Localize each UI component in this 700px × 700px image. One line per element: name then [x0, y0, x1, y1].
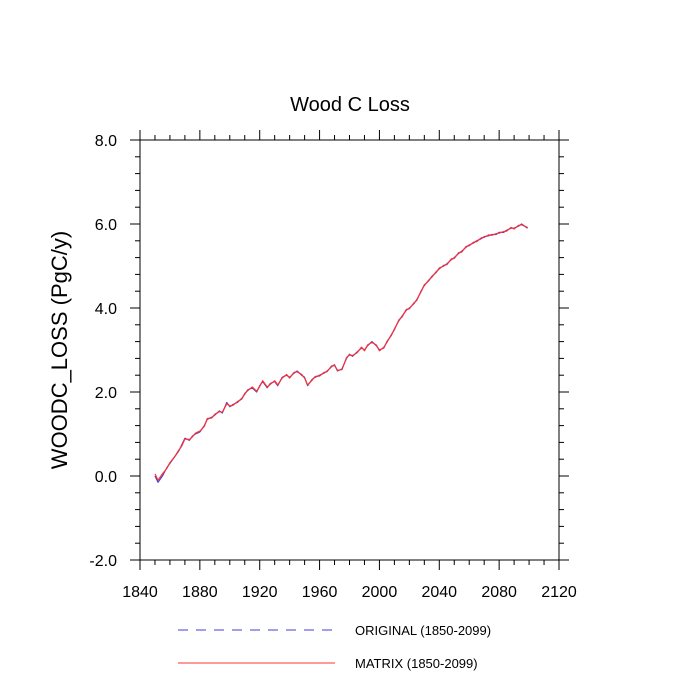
y-tick-label: 8.0	[95, 133, 117, 150]
x-tick-label: 2000	[362, 584, 398, 601]
minor-ticks	[135, 135, 564, 565]
x-tick-label: 1920	[242, 584, 278, 601]
chart-title: Wood C Loss	[290, 94, 410, 116]
y-tick-labels: -2.0 0.0 2.0 4.0 6.0 8.0	[89, 133, 117, 570]
legend-label-matrix: MATRIX (1850-2099)	[355, 656, 478, 671]
series-line-original	[154, 223, 528, 483]
x-tick-labels: 1840 1880 1920 1960 2000 2040 2080 2120	[122, 584, 577, 601]
x-tick-label: 2120	[541, 584, 577, 601]
y-tick-label: -2.0	[89, 553, 117, 570]
legend: ORIGINAL (1850-2099) MATRIX (1850-2099)	[178, 623, 491, 671]
x-tick-label: 2040	[421, 584, 457, 601]
y-tick-label: 0.0	[95, 469, 117, 486]
plot-frame	[139, 139, 560, 561]
series-lines	[154, 223, 528, 483]
y-axis-label: WOODC_LOSS (PgC/y)	[47, 231, 72, 469]
legend-label-original: ORIGINAL (1850-2099)	[355, 623, 491, 638]
x-tick-label: 1880	[182, 584, 218, 601]
y-tick-label: 6.0	[95, 217, 117, 234]
y-tick-label: 4.0	[95, 301, 117, 318]
x-tick-label: 1840	[122, 584, 158, 601]
y-tick-label: 2.0	[95, 385, 117, 402]
major-ticks	[130, 130, 569, 570]
x-tick-label: 2080	[481, 584, 517, 601]
x-tick-label: 1960	[302, 584, 338, 601]
series-line-matrix	[154, 224, 528, 481]
